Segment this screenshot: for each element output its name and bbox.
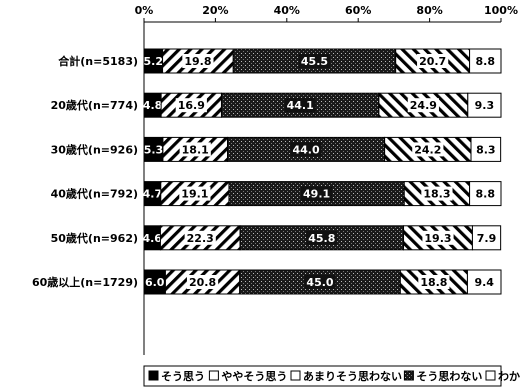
data-label: 4.8 xyxy=(143,99,163,112)
data-label-bg xyxy=(407,98,439,113)
data-label-bg xyxy=(417,54,449,68)
data-label: 19.1 xyxy=(181,188,208,201)
bar-row: 60歳以上(n=1729) 6.0 20.8 45.0 18.8 9.4 xyxy=(32,269,502,295)
legend-label: あまりそう思わない xyxy=(303,370,402,383)
bar-segment-5 xyxy=(467,92,502,118)
bar-segment-5 xyxy=(469,181,502,207)
bar-row: 30歳代(n=926) 5.3 18.1 44.0 24.2 8.3 xyxy=(51,136,502,162)
bar-row: 40歳代(n=792) 4.7 19.1 49.1 18.3 8.8 xyxy=(51,181,502,207)
x-tick-label: 40% xyxy=(274,4,300,17)
data-label-bg xyxy=(175,98,207,113)
data-label: 20.7 xyxy=(419,55,446,68)
category-label: 50歳代(n=962) xyxy=(51,231,138,245)
data-label-bg xyxy=(422,230,454,245)
legend-swatch xyxy=(290,370,301,381)
data-label: 18.8 xyxy=(420,276,447,289)
data-label: 45.8 xyxy=(308,232,335,245)
data-label: 5.2 xyxy=(144,55,164,68)
legend-swatch xyxy=(403,370,414,381)
data-label: 7.9 xyxy=(477,232,497,245)
data-label: 45.5 xyxy=(301,55,328,68)
data-label-bg xyxy=(301,186,333,201)
category-label: 20歳代(n=774) xyxy=(51,98,138,112)
data-label-bg xyxy=(298,54,331,68)
data-label: 9.4 xyxy=(474,276,494,289)
data-label: 9.3 xyxy=(475,99,495,112)
legend-swatch xyxy=(148,370,159,381)
bar-row: 50歳代(n=962) 4.6 22.3 45.8 19.3 7.9 xyxy=(51,225,502,251)
bar-segment-5 xyxy=(471,225,502,251)
data-label: 4.6 xyxy=(142,232,162,245)
legend-label: ややそう思う xyxy=(221,370,287,383)
data-label: 44.0 xyxy=(293,143,320,156)
legend-item: そう思わない xyxy=(403,370,482,383)
data-label: 18.1 xyxy=(182,143,209,156)
bars: 合計(n=5183) 5.2 19.8 45.5 20.7 8.8 20歳代(n=774) 4… xyxy=(32,48,502,295)
data-label-bg xyxy=(306,230,338,245)
x-tick-label: 0% xyxy=(135,4,154,17)
bar-segment-5 xyxy=(466,269,502,295)
legend-swatch xyxy=(208,370,219,381)
data-label: 4.7 xyxy=(143,188,163,201)
category-label: 30歳代(n=926) xyxy=(51,142,138,156)
category-label: 40歳代(n=792) xyxy=(51,187,138,201)
data-label: 22.3 xyxy=(187,232,214,245)
data-label: 20.8 xyxy=(189,276,216,289)
data-label-bg xyxy=(186,275,219,289)
data-label: 49.1 xyxy=(303,188,330,201)
data-label: 8.3 xyxy=(476,143,496,156)
data-label: 19.8 xyxy=(184,55,211,68)
data-label-bg xyxy=(418,275,450,289)
x-tick-label: 100% xyxy=(484,4,518,17)
data-label: 19.3 xyxy=(424,232,451,245)
legend-item: わからない xyxy=(485,370,520,383)
data-label: 8.8 xyxy=(476,188,496,201)
x-tick-label: 60% xyxy=(345,4,371,17)
bar-row: 合計(n=5183) 5.2 19.8 45.5 20.7 8.8 xyxy=(58,48,502,74)
data-label: 24.2 xyxy=(414,143,441,156)
data-label-bg xyxy=(179,186,211,201)
data-label-bg xyxy=(184,230,216,245)
data-label: 16.9 xyxy=(178,99,205,112)
legend-label: わからない xyxy=(498,370,520,383)
data-label: 18.3 xyxy=(423,188,450,201)
data-label-bg xyxy=(182,54,214,68)
data-label: 24.9 xyxy=(410,99,437,112)
data-label: 6.0 xyxy=(145,276,165,289)
data-label-bg xyxy=(412,142,444,157)
data-label-bg xyxy=(179,142,211,157)
category-label: 合計(n=5183) xyxy=(58,54,138,68)
bar-row: 20歳代(n=774) 4.8 16.9 44.1 24.9 9.3 xyxy=(51,92,502,118)
data-label-bg xyxy=(421,186,453,201)
legend-label: そう思わない xyxy=(416,370,482,383)
data-label: 45.0 xyxy=(306,276,333,289)
x-axis: 0% 20% 40% 60% 80% 100% xyxy=(135,4,518,355)
data-label-bg xyxy=(284,98,316,113)
legend-item: そう思う xyxy=(148,370,205,383)
legend-item: あまりそう思わない xyxy=(290,370,402,383)
bar-segment-5 xyxy=(470,136,502,162)
data-label-bg xyxy=(304,275,336,289)
data-label: 44.1 xyxy=(287,99,314,112)
data-label-bg xyxy=(290,142,322,157)
category-label: 60歳以上(n=1729) xyxy=(32,275,138,289)
data-label: 8.8 xyxy=(476,55,496,68)
x-tick-label: 80% xyxy=(416,4,442,17)
data-label: 5.3 xyxy=(144,143,164,156)
legend-swatch xyxy=(485,370,496,381)
bar-segment-5 xyxy=(469,48,502,74)
x-tick-label: 20% xyxy=(202,4,228,17)
legend-item: ややそう思う xyxy=(208,370,287,383)
legend-label: そう思う xyxy=(161,370,205,383)
legend: そう思う ややそう思う あまりそう思わない そう思わない わからない xyxy=(143,365,520,387)
